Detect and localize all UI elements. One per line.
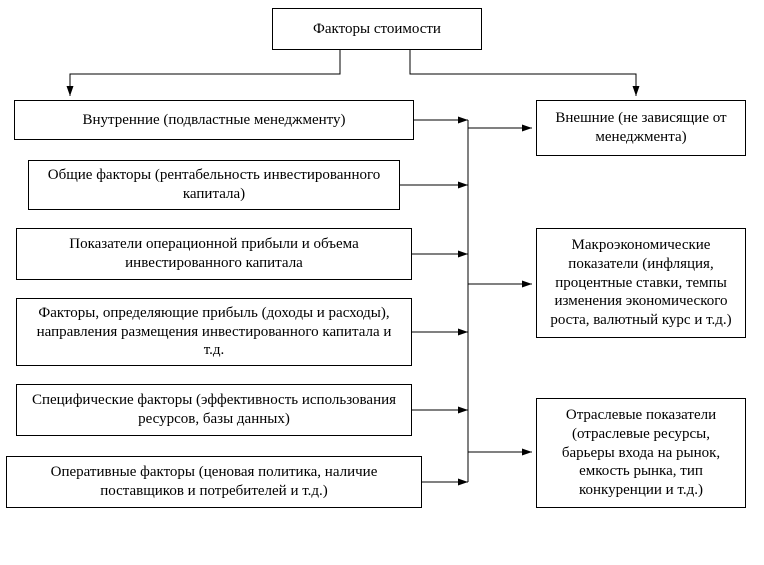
industry-label: Отраслевые показатели (отраслевые ресурс… (547, 406, 735, 500)
operative-box: Оперативные факторы (ценовая политика, н… (6, 456, 422, 508)
root-label: Факторы стоимости (313, 20, 441, 39)
industry-box: Отраслевые показатели (отраслевые ресурс… (536, 398, 746, 508)
external-box: Внешние (не зависящие от менеджмента) (536, 100, 746, 156)
general-label: Общие факторы (рентабельность инвестиров… (39, 166, 389, 204)
macro-label: Макроэкономические показатели (инфляция,… (547, 236, 735, 330)
operative-label: Оперативные факторы (ценовая политика, н… (17, 463, 411, 501)
specific-box: Специфические факторы (эффективность исп… (16, 384, 412, 436)
internal-label: Внутренние (подвластные менеджменту) (82, 111, 345, 130)
general-box: Общие факторы (рентабельность инвестиров… (28, 160, 400, 210)
op-profit-label: Показатели операционной прибыли и объема… (27, 235, 401, 273)
profit-det-box: Факторы, определяющие прибыль (доходы и … (16, 298, 412, 366)
op-profit-box: Показатели операционной прибыли и объема… (16, 228, 412, 280)
macro-box: Макроэкономические показатели (инфляция,… (536, 228, 746, 338)
root-box: Факторы стоимости (272, 8, 482, 50)
profit-det-label: Факторы, определяющие прибыль (доходы и … (27, 304, 401, 360)
specific-label: Специфические факторы (эффективность исп… (27, 391, 401, 429)
external-label: Внешние (не зависящие от менеджмента) (547, 109, 735, 147)
internal-box: Внутренние (подвластные менеджменту) (14, 100, 414, 140)
